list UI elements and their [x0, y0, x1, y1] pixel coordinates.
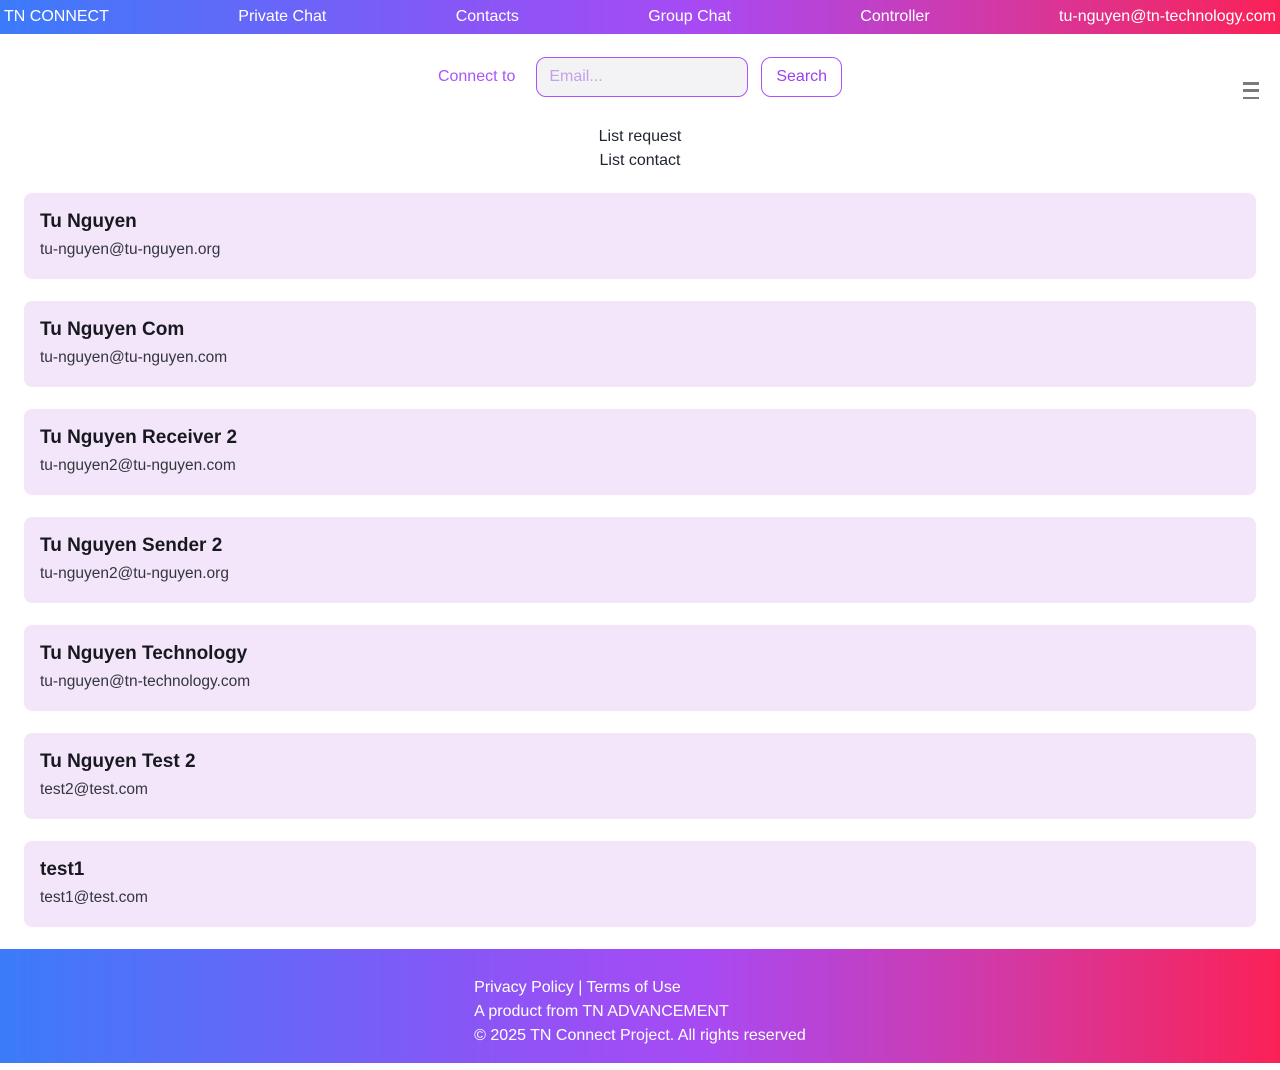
contact-email: tu-nguyen2@tu-nguyen.com — [40, 457, 236, 474]
list-request-link[interactable]: List request — [598, 128, 682, 145]
contact-name: Tu Nguyen Receiver 2 — [40, 427, 238, 448]
top-navbar: TN CONNECT Private Chat Contacts Group C… — [0, 0, 1280, 34]
nav-account-email[interactable]: tu-nguyen@tn-technology.com — [1059, 8, 1276, 25]
contact-card[interactable]: Tu Nguyen tu-nguyen@tu-nguyen.org — [24, 193, 1256, 279]
contact-name: Tu Nguyen Com — [40, 319, 185, 340]
contact-email: tu-nguyen@tn-technology.com — [40, 673, 251, 690]
list-contact-link[interactable]: List contact — [599, 152, 681, 169]
contact-email: tu-nguyen@tu-nguyen.com — [40, 349, 228, 366]
hamburger-menu-icon[interactable] — [1243, 82, 1259, 99]
contact-card[interactable]: test1 test1@test.com — [24, 841, 1256, 927]
contact-name: test1 — [40, 859, 85, 880]
contact-list: Tu Nguyen tu-nguyen@tu-nguyen.org Tu Ngu… — [24, 193, 1256, 927]
contact-email: test2@test.com — [40, 781, 148, 798]
hamburger-bar — [1243, 89, 1259, 92]
contact-card[interactable]: Tu Nguyen Test 2 test2@test.com — [24, 733, 1256, 819]
footer-legal-links[interactable]: Privacy Policy | Terms of Use — [474, 979, 681, 996]
nav-controller[interactable]: Controller — [860, 8, 930, 25]
contact-card[interactable]: Tu Nguyen Technology tu-nguyen@tn-techno… — [24, 625, 1256, 711]
search-header: Connect to Search — [0, 34, 1280, 99]
page-footer: Privacy Policy | Terms of Use A product … — [0, 949, 1280, 1063]
hamburger-bar — [1243, 82, 1259, 85]
brand-title[interactable]: TN CONNECT — [4, 8, 109, 25]
footer-product-line: A product from TN ADVANCEMENT — [474, 1003, 729, 1020]
contact-name: Tu Nguyen Sender 2 — [40, 535, 223, 556]
nav-contacts[interactable]: Contacts — [455, 8, 519, 25]
hamburger-bar — [1243, 96, 1259, 99]
contact-name: Tu Nguyen Technology — [40, 643, 248, 664]
footer-copyright: © 2025 TN Connect Project. All rights re… — [474, 1027, 806, 1044]
contact-name: Tu Nguyen Test 2 — [40, 751, 196, 772]
contact-name: Tu Nguyen — [40, 211, 137, 232]
contact-card[interactable]: Tu Nguyen Receiver 2 tu-nguyen2@tu-nguye… — [24, 409, 1256, 495]
contact-card[interactable]: Tu Nguyen Com tu-nguyen@tu-nguyen.com — [24, 301, 1256, 387]
nav-private-chat[interactable]: Private Chat — [238, 8, 327, 25]
search-button[interactable]: Search — [761, 57, 843, 97]
email-search-input[interactable] — [536, 57, 749, 97]
nav-group-chat[interactable]: Group Chat — [648, 8, 731, 25]
list-links: List request List contact — [0, 125, 1280, 173]
connect-to-label: Connect to — [437, 68, 516, 85]
bottom-gap — [0, 1063, 1280, 1070]
contact-email: tu-nguyen@tu-nguyen.org — [40, 241, 221, 258]
contact-email: tu-nguyen2@tu-nguyen.org — [40, 565, 229, 582]
contact-email: test1@test.com — [40, 889, 148, 906]
contact-card[interactable]: Tu Nguyen Sender 2 tu-nguyen2@tu-nguyen.… — [24, 517, 1256, 603]
